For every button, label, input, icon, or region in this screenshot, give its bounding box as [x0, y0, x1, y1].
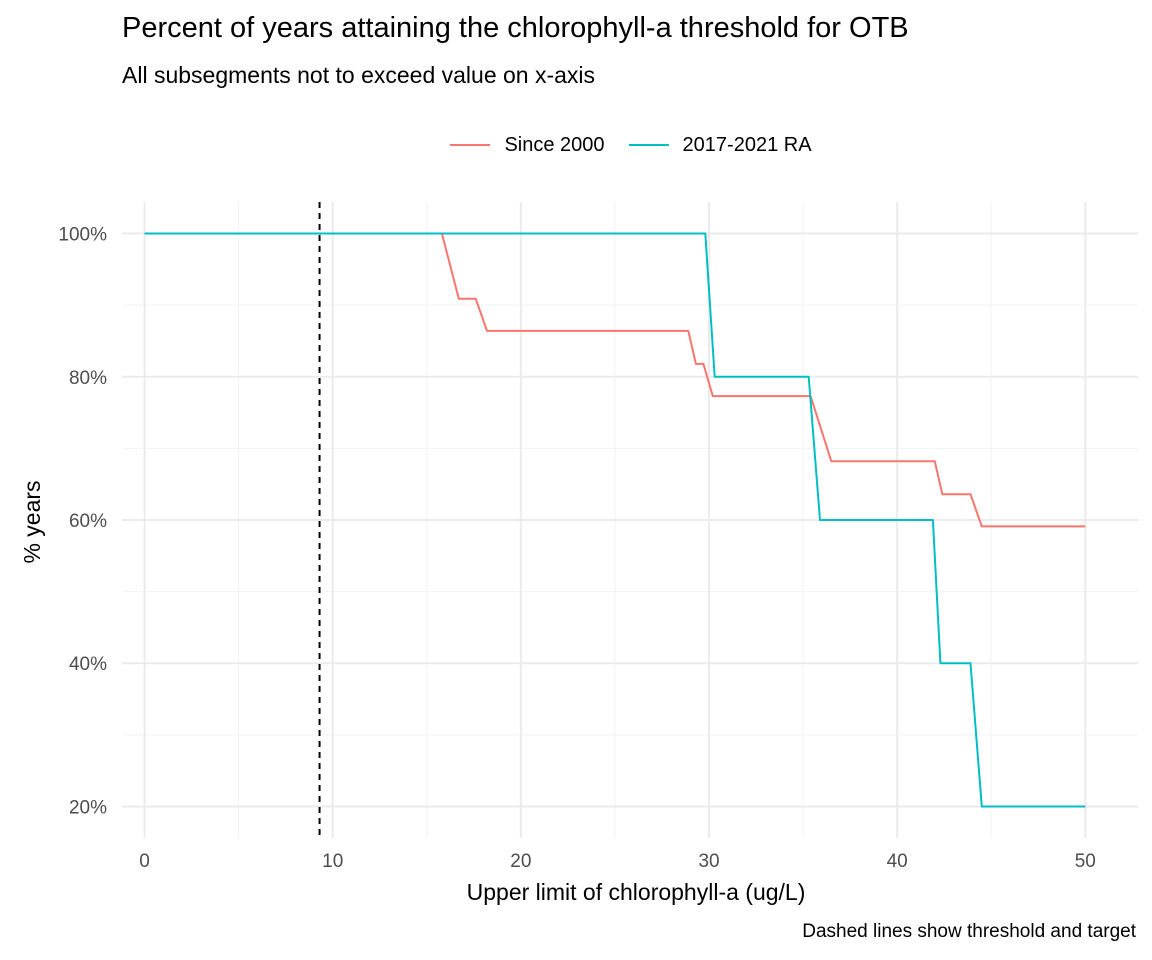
legend-label-since-2000: Since 2000: [504, 133, 605, 156]
chart-caption: Dashed lines show threshold and target: [802, 921, 1136, 942]
y-tick-label: 80%: [69, 368, 107, 389]
x-tick-label: 20: [510, 851, 531, 872]
y-axis-title: % years: [19, 480, 45, 563]
x-tick-label: 40: [887, 851, 908, 872]
y-tick-label: 20%: [69, 797, 107, 818]
legend: Since 2000 2017-2021 RA: [0, 130, 1152, 160]
series-line-2017-2021-ra: [144, 232, 1086, 808]
x-tick-label: 0: [139, 851, 150, 872]
x-axis-title: Upper limit of chlorophyll-a (ug/L): [467, 879, 806, 905]
x-tick-label: 10: [322, 851, 343, 872]
gridlines: [122, 202, 1138, 838]
legend-label-2017-2021-ra: 2017-2021 RA: [682, 133, 812, 156]
y-tick-label: 60%: [69, 511, 107, 532]
series-line-since-2000: [144, 232, 1086, 528]
chart-title: Percent of years attaining the chlorophy…: [122, 12, 909, 44]
y-tick-labels: 20% 40% 60% 80% 100%: [58, 225, 107, 819]
series-lines: [144, 232, 1086, 808]
legend-item-since-2000: Since 2000: [450, 130, 605, 160]
legend-key-since-2000: [450, 144, 491, 146]
chart-subtitle: All subsegments not to exceed value on x…: [122, 62, 596, 88]
x-tick-label: 50: [1075, 851, 1096, 872]
x-tick-labels: 0 10 20 30 40 50: [139, 851, 1096, 872]
x-tick-label: 30: [698, 851, 719, 872]
legend-item-2017-2021-ra: 2017-2021 RA: [628, 130, 812, 160]
y-tick-label: 100%: [58, 225, 107, 246]
legend-key-2017-2021-ra: [628, 144, 669, 146]
y-tick-label: 40%: [69, 654, 107, 675]
